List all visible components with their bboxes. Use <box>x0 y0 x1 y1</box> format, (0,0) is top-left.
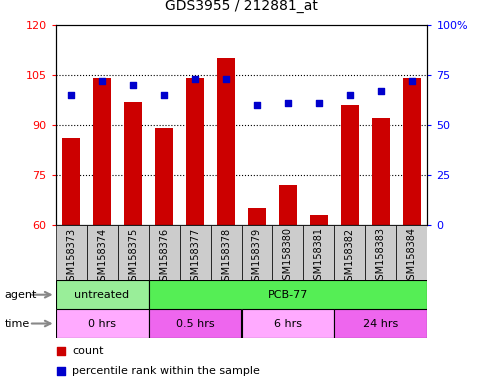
Text: 24 hrs: 24 hrs <box>363 318 398 329</box>
Text: GSM158377: GSM158377 <box>190 227 200 287</box>
Bar <box>56 280 149 309</box>
Text: GSM158380: GSM158380 <box>283 227 293 286</box>
Point <box>57 348 65 354</box>
Bar <box>155 128 173 225</box>
Bar <box>86 225 117 280</box>
Text: agent: agent <box>5 290 37 300</box>
Bar <box>62 138 80 225</box>
Point <box>346 92 354 98</box>
Text: GSM158376: GSM158376 <box>159 227 169 286</box>
Bar <box>272 225 303 280</box>
Text: GSM158381: GSM158381 <box>314 227 324 286</box>
Point <box>129 82 137 88</box>
Bar <box>372 118 390 225</box>
Text: GSM158378: GSM158378 <box>221 227 231 286</box>
Bar <box>366 225 397 280</box>
Bar <box>310 215 328 225</box>
Bar <box>397 225 427 280</box>
Bar <box>217 58 235 225</box>
Text: GSM158379: GSM158379 <box>252 227 262 286</box>
Point <box>160 92 168 98</box>
Text: GSM158373: GSM158373 <box>66 227 76 286</box>
Bar <box>56 309 149 338</box>
Bar <box>186 78 204 225</box>
Text: percentile rank within the sample: percentile rank within the sample <box>72 366 260 376</box>
Text: GSM158383: GSM158383 <box>376 227 386 286</box>
Bar <box>334 309 427 338</box>
Point <box>408 78 416 84</box>
Bar <box>242 309 334 338</box>
Bar <box>149 225 180 280</box>
Bar <box>124 101 142 225</box>
Bar <box>117 225 149 280</box>
Bar <box>93 78 112 225</box>
Bar <box>279 185 297 225</box>
Bar <box>403 78 421 225</box>
Text: untreated: untreated <box>74 290 129 300</box>
Text: PCB-77: PCB-77 <box>268 290 308 300</box>
Point <box>377 88 385 94</box>
Point <box>222 76 230 82</box>
Text: GDS3955 / 212881_at: GDS3955 / 212881_at <box>165 0 318 13</box>
Bar <box>149 280 427 309</box>
Text: count: count <box>72 346 104 356</box>
Bar <box>211 225 242 280</box>
Bar <box>334 225 366 280</box>
Text: GSM158384: GSM158384 <box>407 227 417 286</box>
Text: GSM158374: GSM158374 <box>97 227 107 286</box>
Point <box>191 76 199 82</box>
Bar <box>341 105 359 225</box>
Point <box>67 92 75 98</box>
Point <box>315 100 323 106</box>
Text: 6 hrs: 6 hrs <box>274 318 302 329</box>
Bar <box>180 225 211 280</box>
Point <box>253 102 261 108</box>
Bar <box>242 225 272 280</box>
Text: GSM158382: GSM158382 <box>345 227 355 286</box>
Point <box>57 367 65 374</box>
Bar <box>303 225 334 280</box>
Point <box>98 78 106 84</box>
Text: time: time <box>5 318 30 329</box>
Bar <box>149 309 242 338</box>
Point <box>284 100 292 106</box>
Bar <box>56 225 86 280</box>
Bar <box>248 208 266 225</box>
Text: GSM158375: GSM158375 <box>128 227 138 287</box>
Text: 0.5 hrs: 0.5 hrs <box>176 318 214 329</box>
Text: 0 hrs: 0 hrs <box>88 318 116 329</box>
